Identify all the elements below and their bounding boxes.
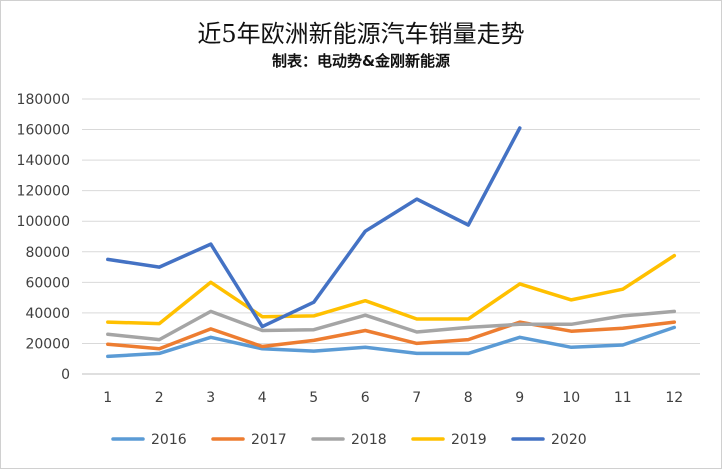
- chart-subtitle: 制表：电动势&金刚新能源: [272, 52, 450, 70]
- y-axis-ticks: 0 20000 40000 60000 80000 100000 120000 140000 1…: [17, 92, 70, 383]
- legend-label: 2018: [351, 432, 387, 448]
- legend-item-2016: 2016: [111, 432, 187, 448]
- series-line-2017: [106, 320, 677, 351]
- legend-item-2019: 2019: [411, 432, 487, 448]
- legend-item-2018: 2018: [311, 432, 387, 448]
- series-line-2016: [106, 325, 677, 359]
- legend-label: 2017: [251, 432, 287, 448]
- x-tick-label: 2: [155, 390, 164, 406]
- series-line-2020: [106, 126, 522, 329]
- legend-item-2020: 2020: [511, 432, 587, 448]
- x-tick-label: 7: [412, 390, 421, 406]
- x-tick-label: 10: [562, 390, 580, 406]
- y-tick-label: 180000: [17, 92, 70, 108]
- x-tick-label: 12: [665, 390, 683, 406]
- x-tick-label: 9: [515, 390, 524, 406]
- x-tick-label: 1: [103, 390, 112, 406]
- x-tick-label: 6: [361, 390, 370, 406]
- gridlines: [82, 98, 700, 375]
- x-tick-label: 3: [206, 390, 215, 406]
- y-tick-label: 140000: [17, 153, 70, 169]
- legend-label: 2016: [151, 432, 187, 448]
- series-line-2018: [106, 309, 677, 342]
- x-tick-label: 8: [464, 390, 473, 406]
- y-tick-label: 160000: [17, 123, 70, 139]
- x-axis-ticks: 1 2 3 4 5 6 7 8 9 10 11 12: [103, 390, 683, 406]
- legend-item-2017: 2017: [211, 432, 287, 448]
- legend-label: 2020: [551, 432, 587, 448]
- x-tick-label: 4: [258, 390, 267, 406]
- legend-label: 2019: [451, 432, 487, 448]
- y-tick-label: 60000: [25, 275, 70, 291]
- x-tick-label: 5: [309, 390, 318, 406]
- y-tick-label: 0: [61, 367, 70, 383]
- y-tick-label: 20000: [25, 336, 70, 352]
- x-tick-label: 11: [614, 390, 632, 406]
- series-lines: [106, 126, 677, 359]
- legend: 2016 2017 2018 2019 2020: [111, 432, 587, 448]
- chart-title: 近5年欧洲新能源汽车销量走势: [197, 20, 524, 48]
- y-tick-label: 100000: [17, 214, 70, 230]
- y-tick-label: 120000: [17, 184, 70, 200]
- y-tick-label: 80000: [25, 245, 70, 261]
- series-line-2019: [106, 253, 677, 326]
- y-tick-label: 40000: [25, 306, 70, 322]
